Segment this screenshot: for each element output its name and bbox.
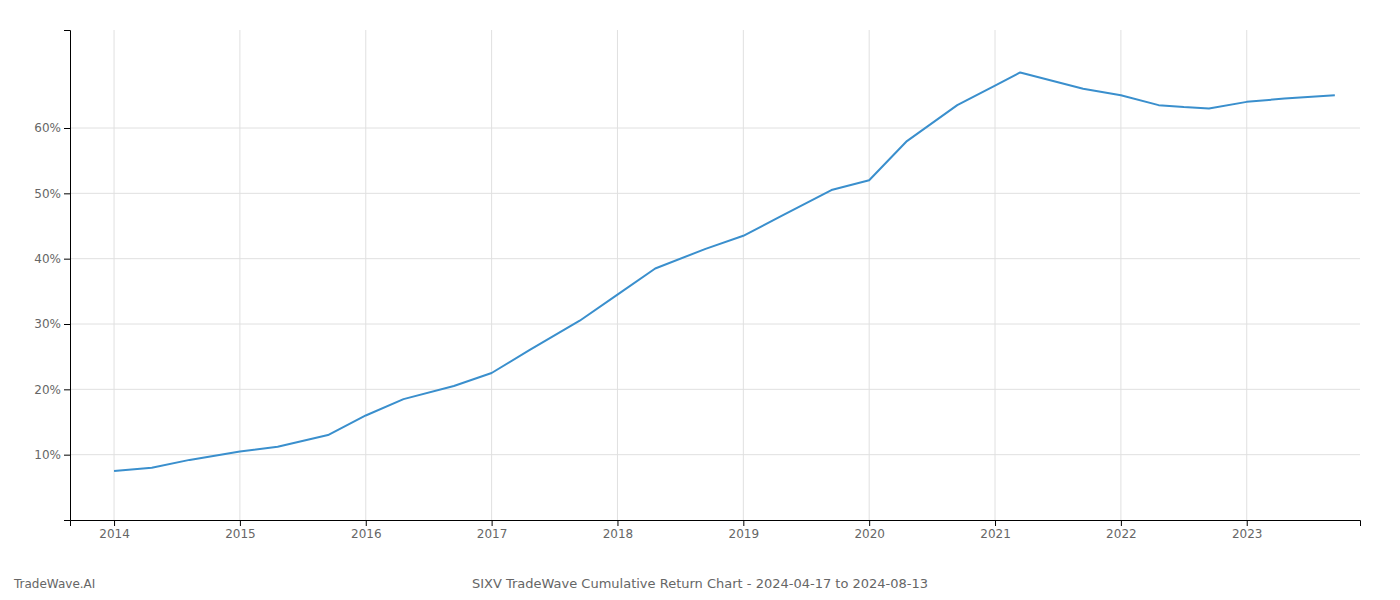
tick-mark — [64, 128, 70, 129]
tick-mark — [617, 520, 618, 526]
tick: 10% — [34, 448, 70, 462]
tick-mark — [869, 520, 870, 526]
tick-label: 2015 — [225, 527, 256, 541]
x-axis: 2014 2015 2016 2017 2018 2019 2020 2021 2022 2023 — [71, 520, 1361, 541]
tick: 2019 — [729, 520, 760, 541]
grid-line-y — [70, 389, 1360, 390]
watermark: TradeWave.AI — [13, 577, 95, 591]
grid-line-y — [70, 193, 1360, 194]
grid-line-x — [995, 30, 996, 520]
y-axis: 10% 20% 30% 40% 50% 60% — [34, 31, 70, 521]
series — [114, 72, 1335, 471]
tick-label: 2016 — [351, 527, 382, 541]
tick-label: 2023 — [1232, 527, 1263, 541]
tick: 2021 — [980, 520, 1011, 541]
grid-line-x — [1120, 30, 1121, 520]
grid-line-x — [114, 30, 115, 520]
tick: 2023 — [1232, 520, 1263, 541]
tick: 50% — [34, 187, 70, 201]
tick-mark — [1247, 520, 1248, 526]
tick-mark — [995, 520, 996, 526]
tick-mark — [64, 324, 70, 325]
tick-mark — [240, 520, 241, 526]
tick-mark — [1121, 520, 1122, 526]
line — [114, 72, 1335, 471]
tick-label: 2020 — [854, 527, 885, 541]
tick: 2016 — [351, 520, 382, 541]
tick: 2020 — [854, 520, 885, 541]
tick-label: 60% — [34, 121, 61, 135]
chart: 2014 2015 2016 2017 2018 2019 2020 2021 2022 2023… — [0, 0, 1400, 600]
tick-label: 30% — [34, 317, 61, 331]
tick-mark — [64, 389, 70, 390]
grid-line-x — [365, 30, 366, 520]
axis-line — [71, 521, 1361, 527]
tick-mark — [366, 520, 367, 526]
title: SIXV TradeWave Cumulative Return Chart -… — [472, 576, 928, 591]
tick-label: 2021 — [980, 527, 1011, 541]
tick-label: 2017 — [477, 527, 508, 541]
tick-mark — [114, 520, 115, 526]
tick-mark — [492, 520, 493, 526]
grid-line-y — [70, 324, 1360, 325]
grid — [70, 30, 1360, 520]
grid-line-x — [743, 30, 744, 520]
tick: 2014 — [99, 520, 130, 541]
tick: 2022 — [1106, 520, 1137, 541]
tick-label: 2018 — [603, 527, 634, 541]
tick-label: 2014 — [99, 527, 130, 541]
tick: 2017 — [477, 520, 508, 541]
grid-line-x — [239, 30, 240, 520]
grid-line-x — [617, 30, 618, 520]
tick-label: 50% — [34, 187, 61, 201]
tick: 30% — [34, 317, 70, 331]
tick: 60% — [34, 121, 70, 135]
axis-line — [64, 31, 71, 521]
tick: 2018 — [603, 520, 634, 541]
tick: 20% — [34, 383, 70, 397]
tick-label: 10% — [34, 448, 61, 462]
plot-area: 2014 2015 2016 2017 2018 2019 2020 2021 2022 2023… — [34, 30, 1360, 541]
tick-mark — [64, 455, 70, 456]
tick-mark — [743, 520, 744, 526]
tick-label: 2022 — [1106, 527, 1137, 541]
tick-mark — [64, 193, 70, 194]
tick-label: 2019 — [729, 527, 760, 541]
tick: 2015 — [225, 520, 256, 541]
grid-line-x — [491, 30, 492, 520]
tick-label: 20% — [34, 383, 61, 397]
grid-line-y — [70, 454, 1360, 455]
grid-line-y — [70, 258, 1360, 259]
tick-label: 40% — [34, 252, 61, 266]
tick: 40% — [34, 252, 70, 266]
grid-line-x — [1246, 30, 1247, 520]
grid-line-y — [70, 128, 1360, 129]
grid-line-x — [869, 30, 870, 520]
tick-mark — [64, 259, 70, 260]
